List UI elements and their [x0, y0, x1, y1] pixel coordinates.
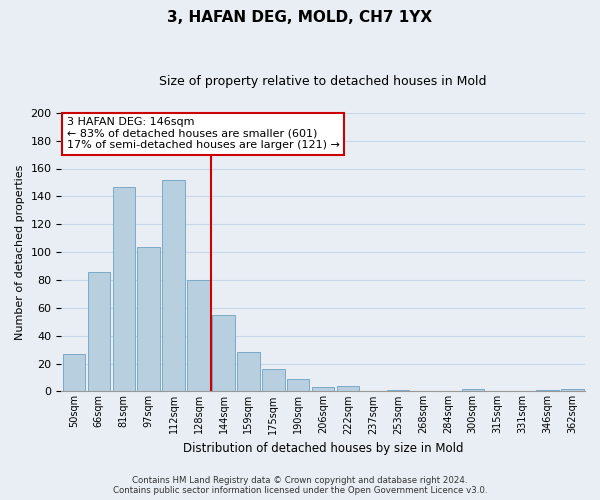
Title: Size of property relative to detached houses in Mold: Size of property relative to detached ho…	[160, 75, 487, 88]
Bar	[312, 387, 334, 392]
Bar	[237, 352, 260, 392]
Bar	[88, 272, 110, 392]
Bar	[536, 390, 559, 392]
Y-axis label: Number of detached properties: Number of detached properties	[15, 164, 25, 340]
Bar	[212, 315, 235, 392]
Bar	[163, 180, 185, 392]
Bar	[262, 369, 284, 392]
Bar	[113, 186, 135, 392]
Bar	[137, 246, 160, 392]
Bar	[287, 379, 310, 392]
Bar	[62, 354, 85, 392]
Bar	[461, 388, 484, 392]
X-axis label: Distribution of detached houses by size in Mold: Distribution of detached houses by size …	[183, 442, 463, 455]
Text: 3, HAFAN DEG, MOLD, CH7 1YX: 3, HAFAN DEG, MOLD, CH7 1YX	[167, 10, 433, 25]
Text: Contains HM Land Registry data © Crown copyright and database right 2024.
Contai: Contains HM Land Registry data © Crown c…	[113, 476, 487, 495]
Bar	[187, 280, 210, 392]
Text: 3 HAFAN DEG: 146sqm
← 83% of detached houses are smaller (601)
17% of semi-detac: 3 HAFAN DEG: 146sqm ← 83% of detached ho…	[67, 117, 340, 150]
Bar	[387, 390, 409, 392]
Bar	[337, 386, 359, 392]
Bar	[562, 388, 584, 392]
